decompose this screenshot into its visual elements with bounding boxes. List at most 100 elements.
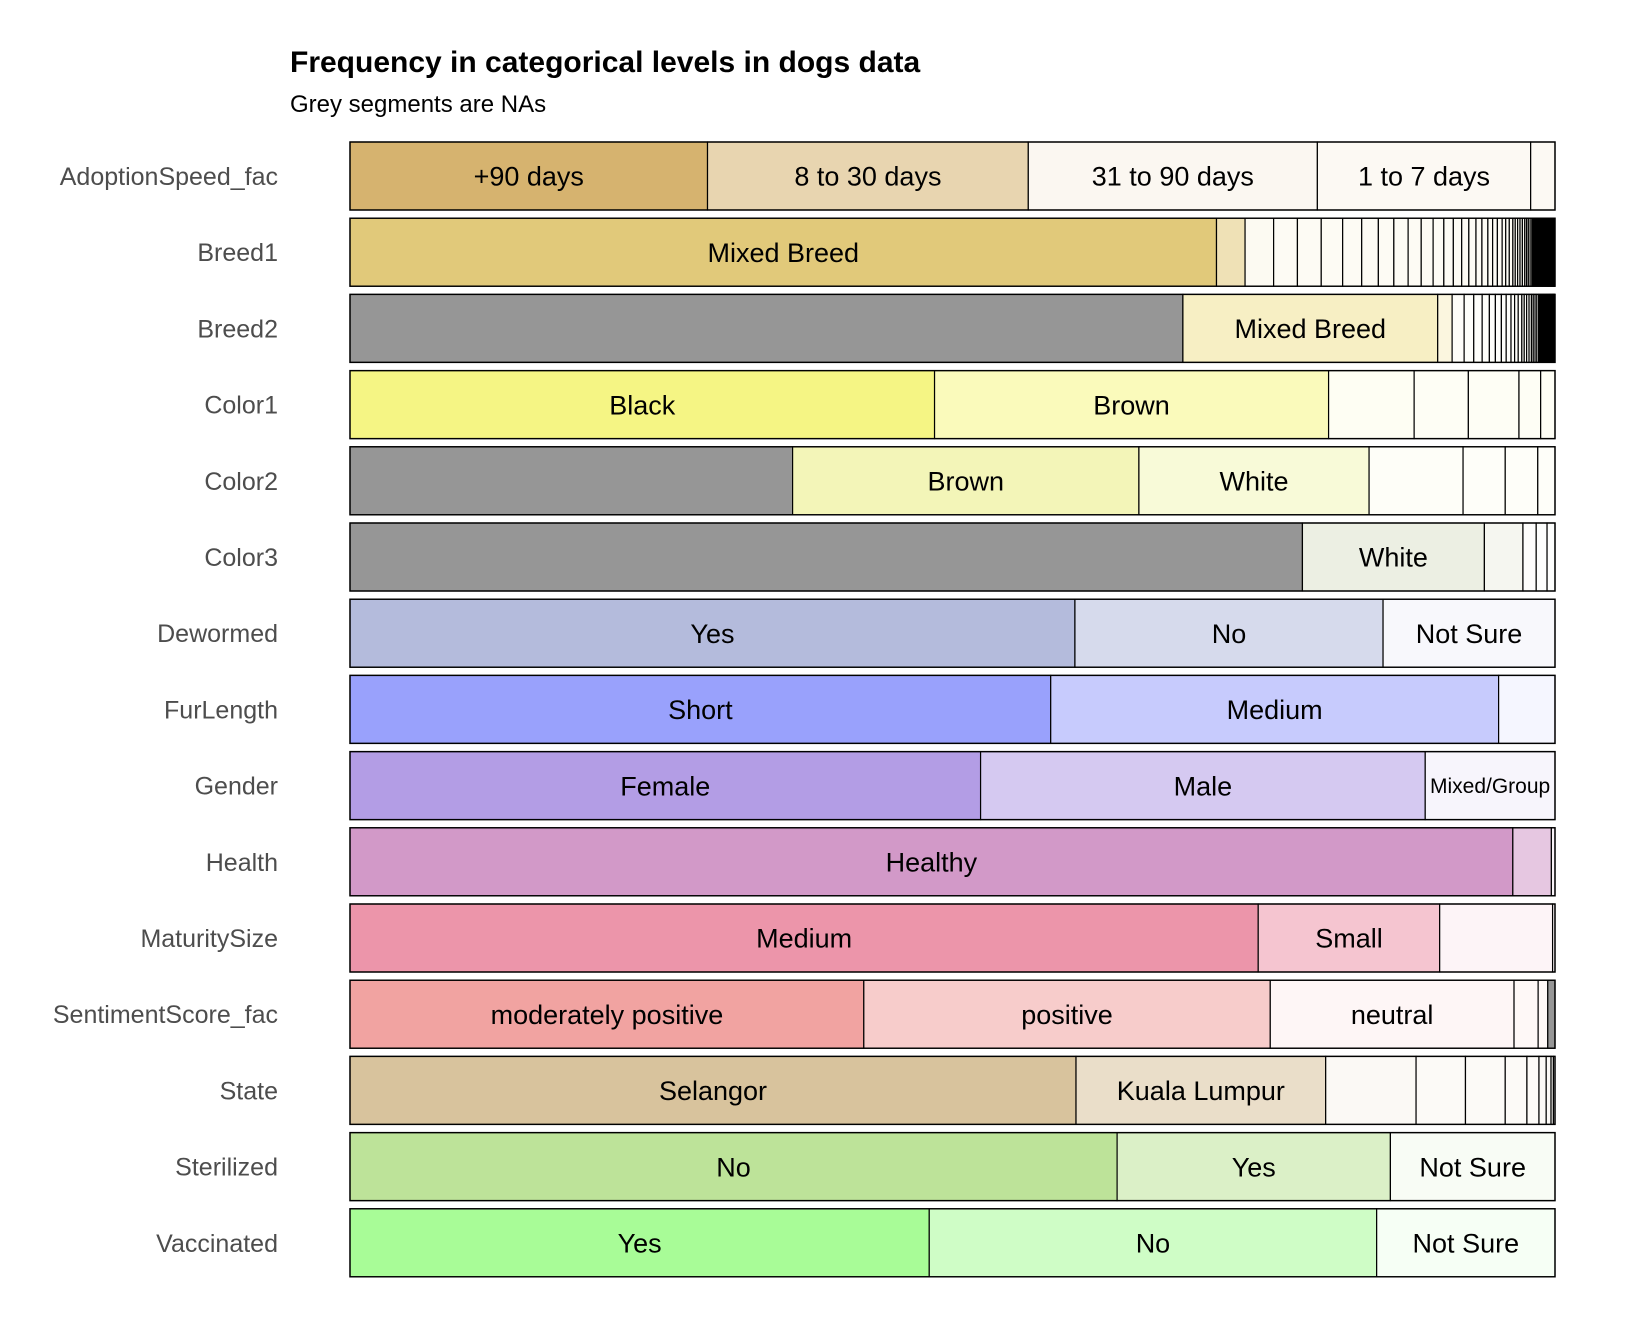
bar-segment (1413, 370, 1469, 440)
bar-frame (349, 598, 1556, 668)
bar-row-color3: Color3 White (204, 522, 1556, 592)
bar-segment (1296, 217, 1322, 287)
bar-segment (1500, 293, 1507, 363)
segment-label: +90 days (474, 162, 584, 192)
y-axis-label: AdoptionSpeed_fac (60, 163, 278, 191)
bar-segment (1377, 217, 1395, 287)
bar-row-dewormed: Dewormed Yes No Not Sure (157, 598, 1556, 668)
bar-row-state: State Selangor Kuala Lumpur (220, 1055, 1556, 1126)
segment-label: Not Sure (1416, 619, 1523, 649)
y-axis-label: Vaccinated (156, 1230, 278, 1258)
segment-label: Not Sure (1419, 1152, 1526, 1182)
bar-segment (1361, 217, 1379, 287)
bar-segment (1504, 1055, 1528, 1126)
bar-segment (1505, 293, 1512, 363)
segment-label: Yes (690, 619, 734, 649)
bar-segment (1116, 1131, 1391, 1202)
bar-segment (1545, 1055, 1552, 1126)
bar-segment (1050, 674, 1500, 745)
bar-segment (791, 446, 1140, 516)
bar-segment (1462, 446, 1506, 516)
segment-label: Yes (618, 1229, 662, 1259)
bar-segment (1325, 1055, 1417, 1126)
bar-segment (1407, 217, 1422, 287)
bar-rows: AdoptionSpeed_fac +90 days 8 to 30 days 31 … (53, 141, 1556, 1278)
segment-label: 1 to 7 days (1358, 162, 1490, 192)
bar-frame (349, 979, 1556, 1049)
bar-segment (1451, 293, 1465, 363)
segment-label: Yes (1232, 1152, 1276, 1182)
bar-segment (349, 827, 1514, 897)
bar-segment (1473, 293, 1483, 363)
bar-segment (1530, 141, 1556, 211)
bar-segment (1540, 370, 1556, 440)
bar-row-maturitysize: MaturitySize Medium Small (140, 903, 1556, 973)
bar-frame (349, 903, 1556, 973)
bar-segment (1526, 1055, 1540, 1126)
bar-segment (349, 217, 1218, 287)
bar-segment (349, 979, 865, 1049)
bar-frame (349, 1131, 1556, 1202)
bar-segment (1513, 979, 1539, 1049)
bar-segment (349, 1208, 930, 1278)
bar-segment (1382, 598, 1556, 668)
y-axis-label: Breed1 (197, 239, 278, 267)
bar-segment (349, 598, 1076, 668)
chart-title: Frequency in categorical levels in dogs … (290, 46, 921, 79)
y-axis-label: FurLength (164, 696, 278, 724)
bar-segment (1468, 217, 1477, 287)
segment-label: neutral (1351, 1000, 1434, 1030)
bar-segment (1488, 293, 1496, 363)
bar-row-color2: Color2 Brown White (204, 446, 1556, 516)
bar-segment (1483, 522, 1524, 592)
bar-segment (1138, 446, 1370, 516)
bar-row-sentimentscore-fac: SentimentScore_fac moderately positive pos… (53, 979, 1556, 1049)
bar-segment (1461, 217, 1470, 287)
bar-frame (349, 293, 1556, 364)
y-axis-label: MaturitySize (140, 925, 278, 953)
bar-row-furlength: FurLength Short Medium (164, 674, 1556, 745)
bar-segment (1538, 1055, 1547, 1126)
bar-segment (1518, 370, 1542, 440)
bar-segment (1537, 446, 1556, 516)
y-axis-label: Dewormed (157, 620, 278, 648)
bar-segment (1546, 522, 1556, 592)
segment-label: Black (609, 390, 676, 420)
y-axis-label: Breed2 (197, 315, 278, 343)
segment-label: moderately positive (491, 1000, 724, 1030)
bar-segment (1420, 217, 1434, 287)
segment-label: No (716, 1152, 751, 1182)
y-axis-label: SentimentScore_fac (53, 1001, 278, 1029)
y-axis-label: State (220, 1077, 278, 1105)
bar-segment (1432, 217, 1445, 287)
bar-segment (1464, 1055, 1506, 1126)
segment-label: positive (1021, 1000, 1113, 1030)
bar-row-breed1: Breed1 Mixed Breed (197, 217, 1556, 287)
bar-segment (1463, 293, 1475, 363)
segment-label: Mixed/Group (1430, 775, 1550, 798)
bar-frame (349, 369, 1556, 440)
bar-segment (933, 370, 1330, 440)
segment-label: No (1212, 619, 1247, 649)
segment-label: White (1219, 467, 1288, 497)
bar-segment (349, 750, 982, 821)
bar-segment (1424, 750, 1556, 821)
bar-segment (1504, 446, 1539, 516)
bar-segment (1075, 1055, 1327, 1126)
segment-label: Medium (1227, 695, 1323, 725)
y-axis-label: Color1 (204, 392, 278, 420)
bar-segment (1389, 1131, 1556, 1202)
bar-frame (349, 1208, 1556, 1278)
bar-segment (1439, 903, 1554, 973)
segment-label: Mixed Breed (707, 238, 859, 268)
bar-segment (1522, 522, 1537, 592)
bar-row-breed2: Breed2 Mixed Breed (197, 293, 1556, 364)
segment-label: Selangor (659, 1076, 767, 1106)
segment-label: No (1136, 1229, 1171, 1259)
bar-row-gender: Gender Female Male Mixed/Group (195, 750, 1556, 821)
y-axis-label: Gender (195, 773, 278, 801)
bar-frame (349, 750, 1556, 821)
na-segment (349, 293, 1184, 363)
na-segment (349, 522, 1304, 592)
